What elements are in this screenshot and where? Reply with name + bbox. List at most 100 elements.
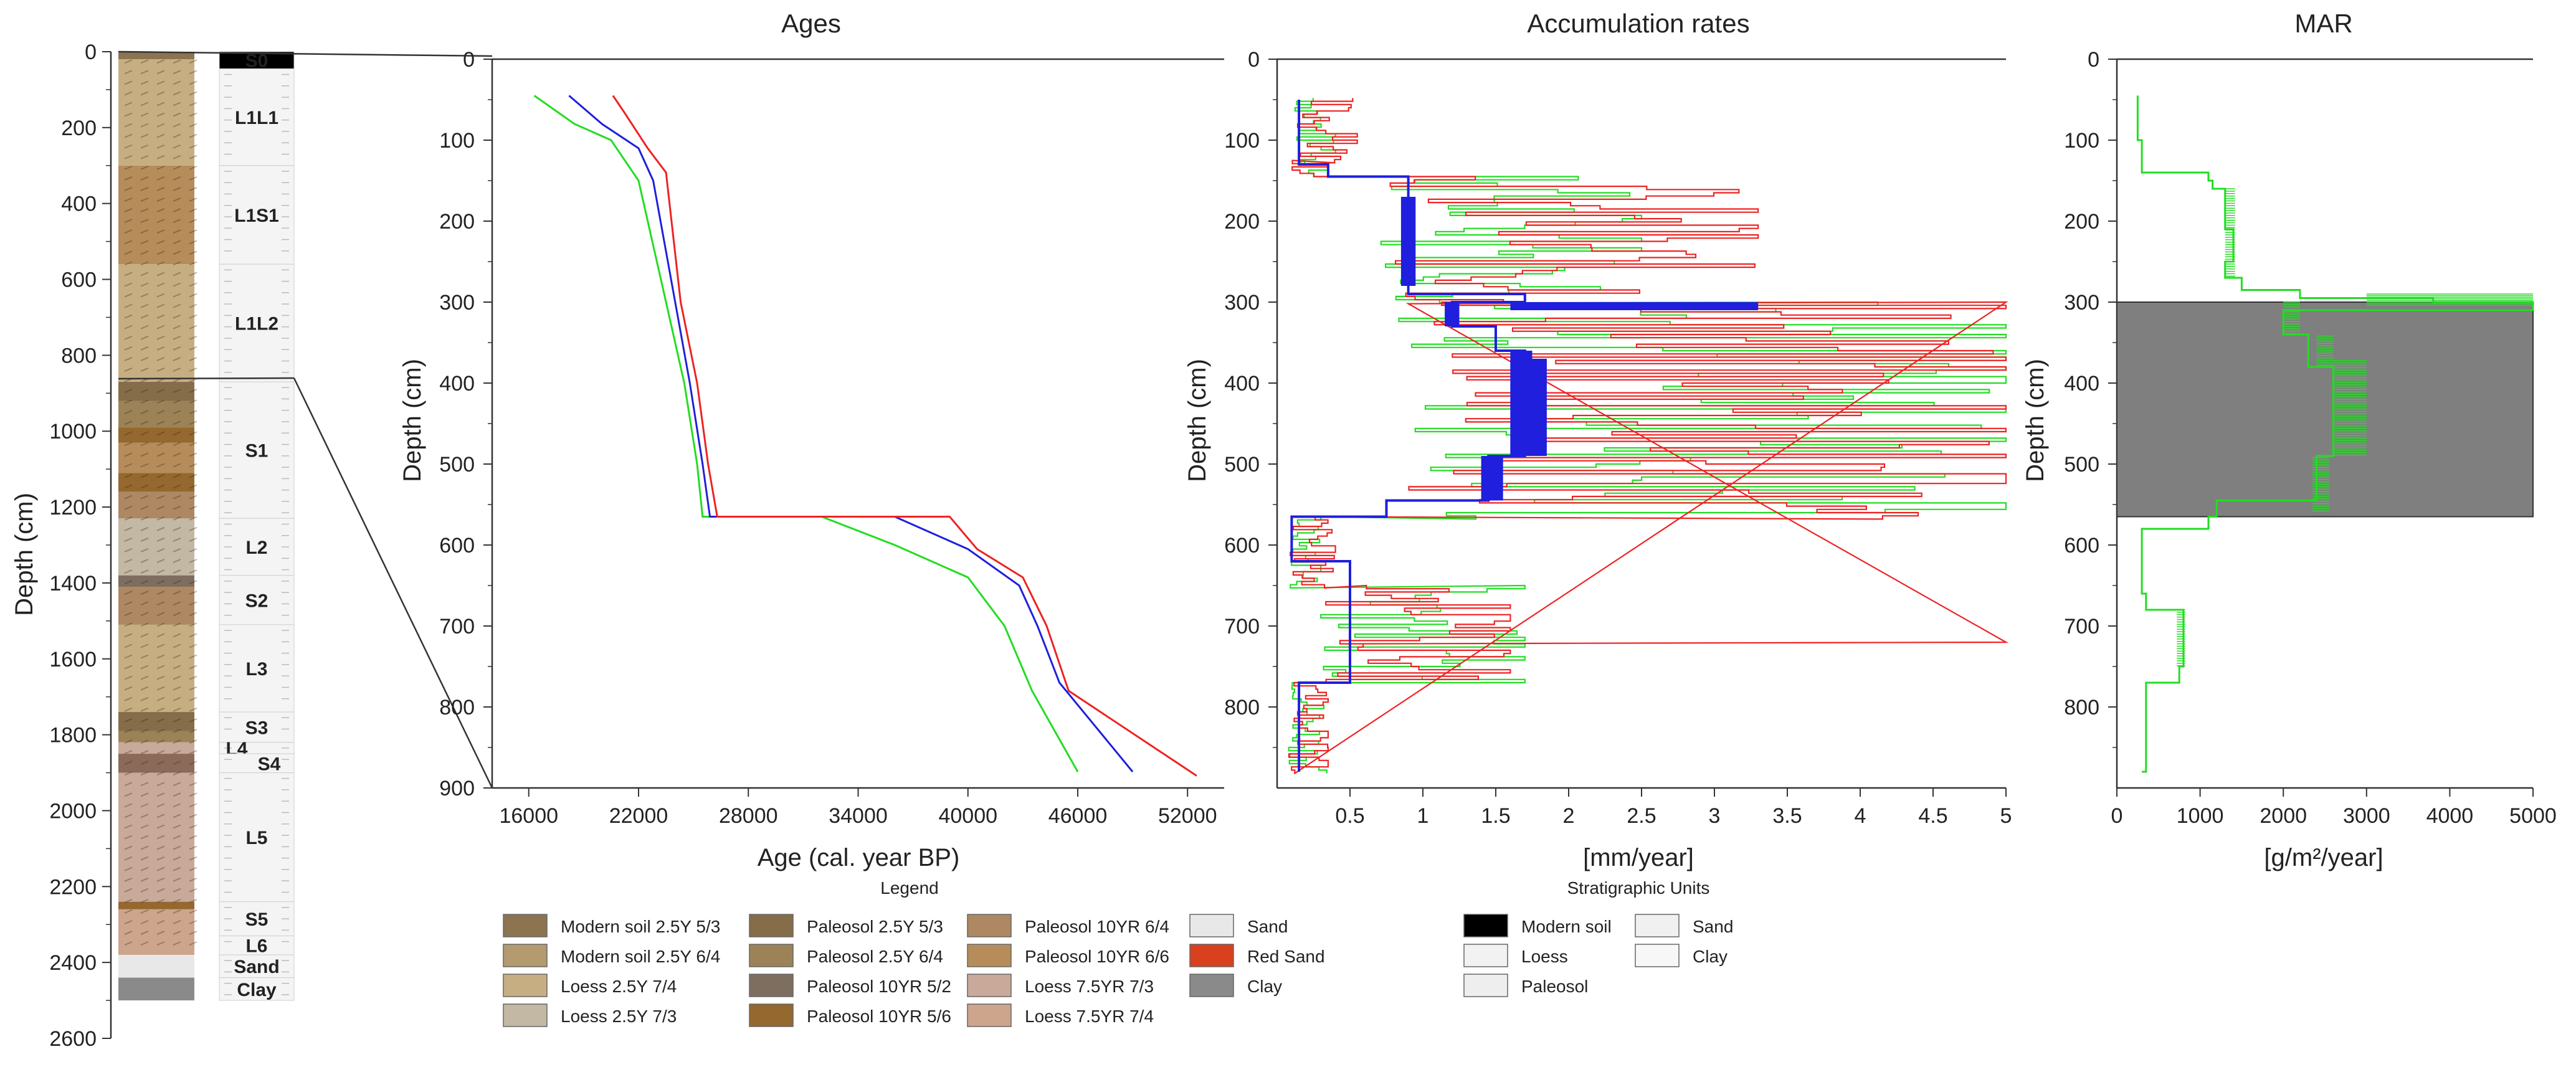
lithology-texture [173,888,181,893]
lithology-texture [156,187,165,191]
acc-x-tick-label: 3 [1709,804,1721,828]
lithology-texture [156,229,165,234]
lithology-texture [156,771,165,776]
lithology-texture [124,314,133,319]
strat-unit-label: Clay [237,980,277,1000]
lithology-texture [140,70,149,75]
lithology-texture [124,877,133,882]
lithology-texture [173,229,181,234]
lithology-texture [173,739,181,744]
lithology-texture [124,824,133,829]
lithology-texture [124,856,133,861]
lithology-texture [124,537,133,542]
lithology-texture [140,686,149,691]
lithology-texture [140,335,149,340]
stratigraphic-column: 0200400600800100012001400160018002000220… [11,40,493,1051]
legend-swatch [749,944,794,967]
acc-y-tick-label: 0 [1248,48,1260,72]
lithology-texture [173,866,181,871]
lithology-texture [156,431,165,436]
ages-y-tick-label: 800 [439,696,475,719]
strat-unit-label: S5 [245,909,269,930]
lithology-texture [189,154,197,159]
lithology-texture [173,293,181,298]
lithology-texture [173,368,181,372]
acc-x-tick-label: 2.5 [1627,804,1656,828]
lithology-texture [189,761,197,766]
lithology-texture [124,941,133,946]
lithology-texture [173,813,181,818]
lithology-layer [118,401,194,428]
lithology-texture [156,612,165,617]
strat-unit-labels: S0L1L1L1S1L1L2S1L2S2L3S3L4S4L5S5L6SandCl… [219,51,295,1001]
ages-y-tick-label: 900 [439,777,475,800]
lithology-texture [173,91,181,96]
lithology-texture [140,612,149,617]
acc-x-tick-label: 1.5 [1481,804,1510,828]
legend-label: Paleosol 10YR 5/2 [807,977,951,996]
lithology-texture [156,835,165,840]
lithology-texture [189,452,197,457]
lithology-texture [156,526,165,531]
ages-x-tick-label: 52000 [1158,804,1217,828]
lithology-texture [173,484,181,489]
acc-y-tick-label: 600 [1224,534,1260,557]
lithology-layer [118,264,194,382]
lithology-texture [140,389,149,394]
strat-tick-label: 400 [61,192,97,216]
lithology-texture [189,590,197,595]
lithology-texture [124,219,133,224]
legend-label: Paleosol 10YR 5/6 [807,1007,951,1026]
lithology-texture [173,761,181,766]
strat-legend-swatch [1463,974,1508,997]
lithology-texture [156,792,165,797]
strat-unit-label: L1L1 [235,108,278,128]
lithology-texture [124,346,133,351]
mar-y-tick-label: 400 [2064,372,2099,396]
lithology-texture [124,835,133,840]
lithology-texture [156,356,165,361]
lithology-texture [140,771,149,776]
accumulation-x-axis-label: [mm/year] [1583,844,1694,871]
lithology-texture [140,420,149,425]
lithology-texture [140,718,149,723]
lithology-texture [140,516,149,521]
ages-panel: Ages 0 100 200 300 400 500 600 700 800 900 16000 22… [399,9,1224,871]
strat-lithology-layers [118,52,197,1001]
strat-legend-title: Stratigraphic Units [1567,878,1710,898]
lithology-texture [124,293,133,298]
lithology-texture [156,931,165,935]
ages-x-tick-label: 40000 [938,804,997,828]
lithology-texture [156,856,165,861]
stratigraphic-units-legend: Stratigraphic Units Modern soil Sand Loess… [1463,878,1733,997]
strat-unit-label: L6 [245,936,267,957]
mar-x-tick-label: 4000 [2426,804,2474,828]
lithology-texture [124,707,133,712]
acc-x-tick-label: 1 [1417,804,1429,828]
lithology-texture [173,219,181,224]
lithology-texture [173,580,181,585]
lithology-texture [189,654,197,659]
legend-label: Loess 7.5YR 7/4 [1025,1007,1154,1026]
lithology-layer [118,382,194,401]
lithology-texture [140,452,149,457]
lithology-texture [156,548,165,552]
lithology-texture [124,484,133,489]
ages-axes: 0 100 200 300 400 500 600 700 800 900 16000 22000 28… [439,48,1224,828]
ages-x-tick-label: 46000 [1048,804,1108,828]
lithology-texture [156,729,165,733]
lithology-texture [189,219,197,224]
lithology-texture [189,102,197,107]
ages-y-tick-label: 700 [439,615,475,638]
lithology-texture [140,941,149,946]
lithology-texture [173,420,181,425]
lithology-layer [118,624,194,713]
lithology-texture [156,569,165,574]
acc-y-tick-label: 700 [1224,615,1260,638]
lithology-texture [156,696,165,701]
ages-line-green [533,95,1079,772]
lithology-texture [124,898,133,903]
lithology-texture [156,420,165,425]
lithology-texture [140,123,149,128]
lithology-texture [189,782,197,787]
